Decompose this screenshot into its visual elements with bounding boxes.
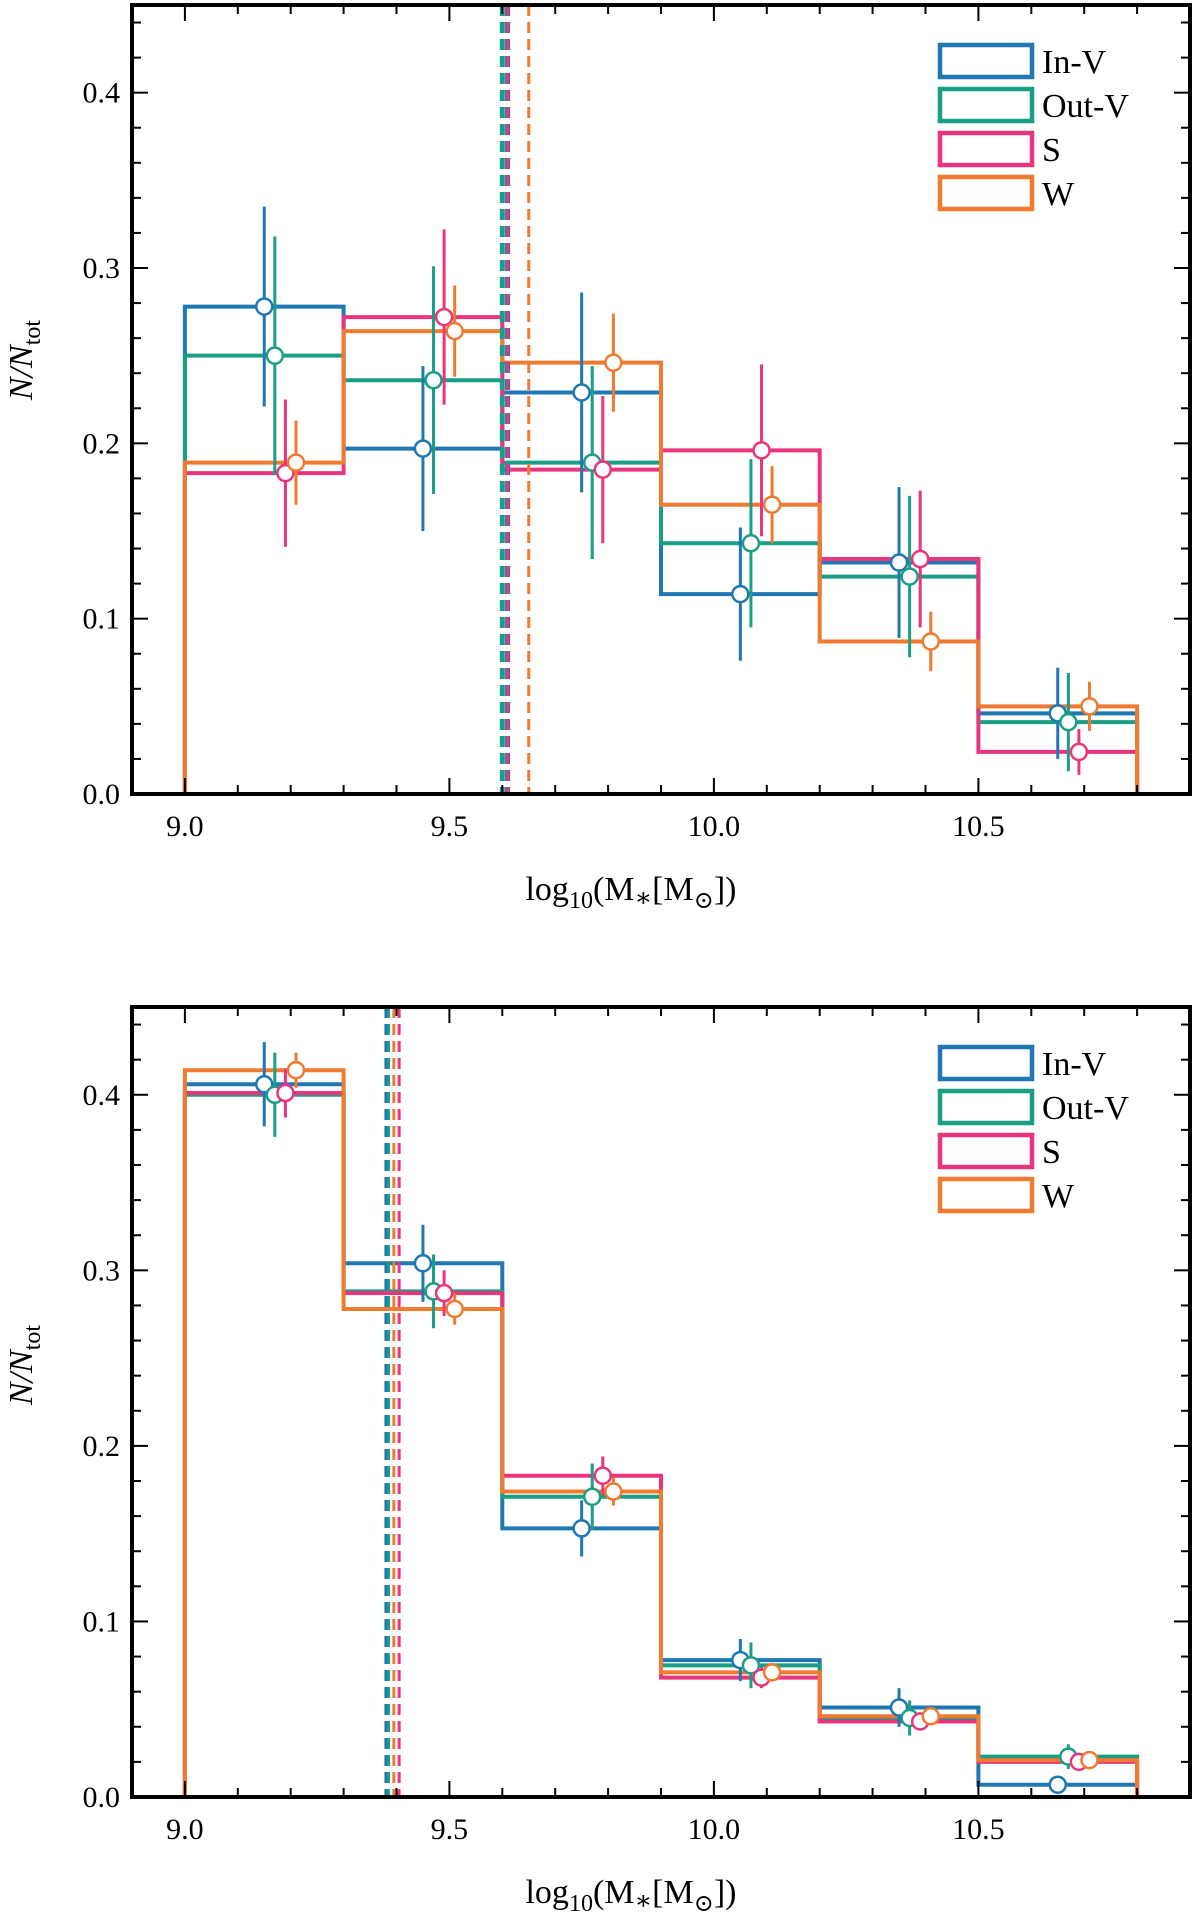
histogram-in-v <box>182 1082 1140 1797</box>
x-tick-label: 10.5 <box>952 810 1005 843</box>
histogram-s <box>182 1091 1140 1797</box>
data-point-out-v <box>265 346 285 365</box>
data-point-out-v <box>741 1656 761 1675</box>
legend-label-in-v: In-V <box>1042 44 1107 81</box>
legend-swatch-s <box>937 130 1035 168</box>
data-point-w <box>604 1482 623 1501</box>
legend-label-w: W <box>1042 176 1075 213</box>
data-point-s <box>276 463 295 483</box>
data-point-in-v <box>572 1519 591 1538</box>
histogram-out-v <box>182 1092 1140 1797</box>
data-point-in-v <box>413 439 433 458</box>
x-tick-label: 9.5 <box>431 1813 469 1846</box>
y-tick-label: 0.1 <box>83 1605 121 1638</box>
x-tick-label: 10.5 <box>952 1813 1005 1846</box>
legend-swatch-w <box>937 174 1035 212</box>
data-point-in-v <box>572 383 591 402</box>
y-tick-label: 0.3 <box>83 252 121 285</box>
legend-swatch-s <box>937 1132 1035 1170</box>
histogram-w <box>182 1068 1140 1797</box>
data-point-in-v <box>1048 1775 1067 1794</box>
data-point-out-v <box>741 534 761 553</box>
data-point-in-v <box>413 1254 433 1273</box>
data-point-s <box>593 1466 613 1485</box>
data-point-in-v <box>889 553 909 572</box>
data-point-w <box>762 1663 782 1682</box>
plot-area <box>182 5 1140 794</box>
x-tick-label: 9.0 <box>166 1813 204 1846</box>
x-tick-label: 10.0 <box>688 810 741 843</box>
y-tick-label: 0.4 <box>83 77 121 110</box>
y-tick-label: 0.4 <box>83 1079 121 1112</box>
y-tick-label: 0.2 <box>83 1430 121 1463</box>
x-tick-label: 10.0 <box>688 1813 741 1846</box>
y-axis-label: N/Ntot <box>3 1325 46 1406</box>
data-point-w <box>604 353 623 372</box>
bottom-panel: 9.0 9.5 10.0 10.5 0.0 0.1 0.2 0.3 0.4 log10(M∗[M⊙… <box>3 1005 1192 1914</box>
y-tick-label: 0.0 <box>83 1781 121 1814</box>
data-point-in-v <box>255 1074 274 1094</box>
legend-label-s: S <box>1042 1134 1061 1171</box>
data-point-w <box>762 495 782 514</box>
x-axis-label: log10(M∗[M⊙]) <box>525 1874 736 1914</box>
legend-swatch-w <box>937 1176 1035 1214</box>
legend-label-s: S <box>1042 132 1061 169</box>
x-tick-label: 9.5 <box>431 810 469 843</box>
legend-swatch-in-v <box>937 1044 1035 1082</box>
data-point-out-v <box>900 567 919 586</box>
data-point-s <box>593 460 613 479</box>
histogram-w <box>182 329 1140 794</box>
data-point-s <box>434 307 454 327</box>
y-tick-label: 0.3 <box>83 1254 121 1287</box>
data-point-w <box>921 1706 941 1726</box>
legend-label-in-v: In-V <box>1042 1046 1107 1083</box>
legend-swatch-in-v <box>937 42 1035 80</box>
data-point-out-v <box>424 370 443 390</box>
data-point-s <box>276 1083 295 1103</box>
legend-swatch-out-v <box>937 1088 1035 1126</box>
data-point-s <box>434 1283 454 1303</box>
data-point-out-v <box>1059 712 1078 732</box>
legend-label-out-v: Out-V <box>1042 1090 1129 1127</box>
data-point-out-v <box>582 1487 602 1507</box>
data-point-w <box>1080 1750 1099 1770</box>
data-point-in-v <box>889 1698 909 1717</box>
y-tick-label: 0.2 <box>83 427 121 460</box>
legend: In-V Out-V SW <box>937 42 1129 213</box>
legend-swatch-out-v <box>937 86 1035 124</box>
data-point-w <box>286 1060 306 1080</box>
data-point-in-v <box>731 584 750 604</box>
legend-label-w: W <box>1042 1178 1075 1215</box>
x-tick-label: 9.0 <box>166 810 204 843</box>
data-point-in-v <box>255 297 274 316</box>
x-axis-label: log10(M∗[M⊙]) <box>525 871 736 914</box>
data-point-w <box>921 632 941 651</box>
data-point-s <box>752 441 771 460</box>
y-tick-label: 0.0 <box>83 778 121 811</box>
y-axis-label: N/Ntot <box>3 320 46 401</box>
data-point-w <box>445 1299 464 1319</box>
legend: In-V Out-V SW <box>937 1044 1129 1215</box>
top-panel: 9.0 9.5 10.0 10.5 0.0 0.1 0.2 0.3 0.4 log10(M∗[M⊙… <box>3 3 1192 914</box>
data-point-w <box>1080 697 1099 716</box>
y-tick-label: 0.1 <box>83 603 121 636</box>
data-point-w <box>445 321 464 341</box>
data-point-s <box>910 549 930 569</box>
legend-label-out-v: Out-V <box>1042 88 1129 125</box>
plot-area <box>182 1007 1140 1797</box>
data-point-w <box>286 453 306 472</box>
data-point-s <box>1069 742 1089 762</box>
